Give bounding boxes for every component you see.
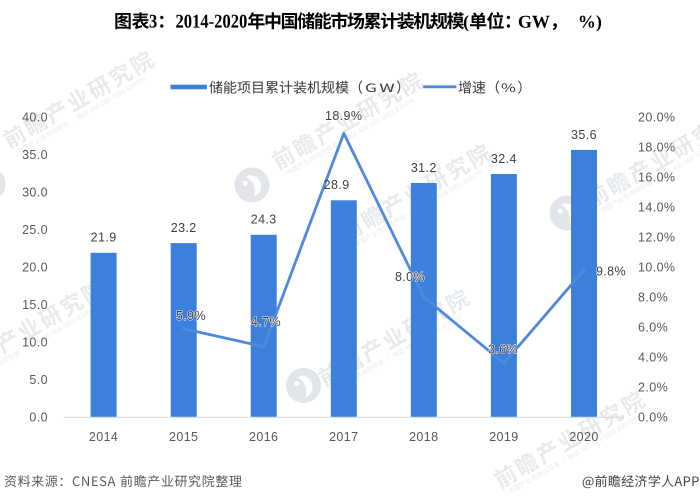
svg-text:28.9: 28.9 — [324, 178, 350, 192]
svg-text:20.0%: 20.0% — [638, 110, 675, 124]
svg-text:25.0: 25.0 — [22, 223, 48, 237]
svg-text:2020: 2020 — [569, 430, 598, 444]
svg-text:4.7%: 4.7% — [251, 315, 281, 329]
svg-text:15.0: 15.0 — [22, 298, 48, 312]
svg-text:23.2: 23.2 — [171, 221, 197, 235]
svg-text:5.9%: 5.9% — [176, 309, 206, 323]
svg-text:8.0%: 8.0% — [395, 270, 425, 284]
svg-text:20.0: 20.0 — [22, 261, 48, 275]
svg-text:12.0%: 12.0% — [638, 231, 675, 245]
svg-text:2.0%: 2.0% — [638, 381, 668, 395]
svg-text:14.0%: 14.0% — [638, 200, 675, 214]
svg-text:4.0%: 4.0% — [638, 351, 668, 365]
svg-text:9.8%: 9.8% — [596, 264, 626, 278]
svg-text:32.4: 32.4 — [491, 152, 517, 166]
svg-text:35.6: 35.6 — [571, 128, 597, 142]
svg-text:0.0: 0.0 — [29, 411, 48, 425]
svg-text:5.0: 5.0 — [29, 373, 48, 387]
svg-text:40.0: 40.0 — [22, 110, 48, 124]
svg-text:18.9%: 18.9% — [325, 109, 362, 123]
svg-text:31.2: 31.2 — [411, 161, 437, 175]
svg-text:2019: 2019 — [489, 430, 518, 444]
svg-text:10.0%: 10.0% — [638, 261, 675, 275]
svg-text:35.0: 35.0 — [22, 148, 48, 162]
svg-text:2014: 2014 — [89, 430, 118, 444]
svg-text:6.0%: 6.0% — [638, 321, 668, 335]
svg-text:2016: 2016 — [249, 430, 278, 444]
svg-text:2017: 2017 — [329, 430, 358, 444]
svg-text:3.6%: 3.6% — [488, 342, 518, 356]
svg-text:0.0%: 0.0% — [638, 411, 668, 425]
svg-text:24.3: 24.3 — [251, 213, 277, 227]
svg-text:18.0%: 18.0% — [638, 140, 675, 154]
svg-text:10.0: 10.0 — [22, 336, 48, 350]
svg-text:2018: 2018 — [409, 430, 438, 444]
svg-text:21.9: 21.9 — [91, 231, 117, 245]
svg-text:2015: 2015 — [169, 430, 198, 444]
svg-text:30.0: 30.0 — [22, 185, 48, 199]
svg-text:8.0%: 8.0% — [638, 291, 668, 305]
svg-text:16.0%: 16.0% — [638, 170, 675, 184]
